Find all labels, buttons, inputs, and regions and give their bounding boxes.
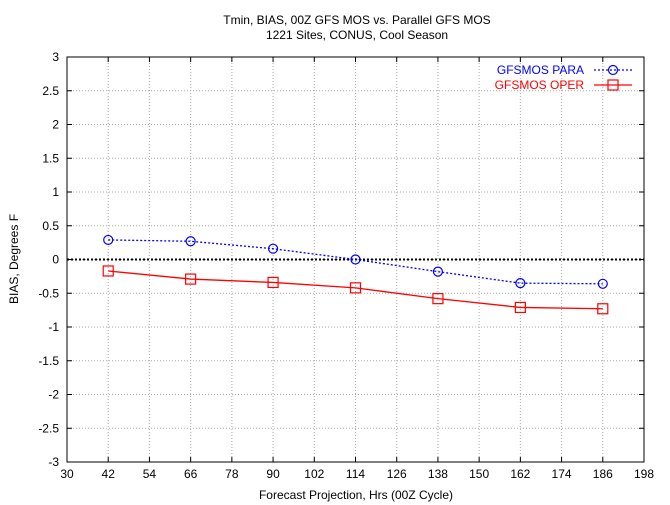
y-tick-label: -1 (48, 320, 59, 334)
series-layer (102, 234, 609, 315)
data-point (103, 234, 114, 246)
chart-title: Tmin, BIAS, 00Z GFS MOS vs. Parallel GFS… (223, 13, 490, 27)
data-point (185, 236, 196, 247)
axis-ticks: 30 42 54 66 78 90 102 114 126 138 150 162 174 186 198-… (38, 50, 654, 481)
x-tick-label: 198 (634, 467, 654, 481)
x-tick-label: 30 (60, 467, 74, 481)
data-point (350, 254, 361, 265)
y-tick-label: -2.5 (38, 421, 59, 435)
x-tick-label: 90 (266, 467, 280, 481)
x-tick-label: 42 (102, 467, 116, 481)
y-axis-label: BIAS, Degrees F (7, 214, 21, 304)
data-point (349, 282, 362, 294)
legend-marker (607, 64, 619, 76)
data-point (432, 266, 444, 277)
y-tick-label: 0.5 (42, 219, 59, 233)
x-tick-label: 78 (225, 467, 239, 481)
y-tick-label: 1 (52, 185, 59, 199)
y-tick-label: -1.5 (38, 354, 59, 368)
y-tick-label: 1.5 (42, 151, 59, 165)
x-tick-label: 174 (552, 467, 572, 481)
y-tick-label: -2 (48, 388, 59, 402)
x-axis-label: Forecast Projection, Hrs (00Z Cycle) (259, 488, 453, 502)
data-point (432, 293, 444, 305)
y-tick-label: 2 (52, 118, 59, 132)
x-tick-label: 66 (184, 467, 198, 481)
x-tick-label: 150 (469, 467, 489, 481)
y-tick-label: -0.5 (38, 286, 59, 300)
chart-subtitle: 1221 Sites, CONUS, Cool Season (266, 28, 448, 42)
series-line (108, 239, 603, 285)
x-tick-label: 126 (387, 467, 407, 481)
data-point (597, 278, 608, 289)
y-tick-label: 2.5 (42, 84, 59, 98)
series-para (103, 234, 608, 289)
series-line (108, 270, 603, 310)
legend-label: GFSMOS PARA (497, 63, 584, 77)
data-point (514, 301, 526, 314)
x-tick-label: 54 (143, 467, 157, 481)
series-oper (102, 265, 609, 315)
data-point (597, 303, 609, 315)
y-tick-label: 0 (52, 253, 59, 267)
y-tick-label: -3 (48, 455, 59, 469)
data-point (267, 243, 279, 254)
legend-marker (607, 79, 619, 91)
legend-label: GFSMOS OPER (495, 78, 585, 92)
y-tick-label: 3 (52, 50, 59, 64)
data-point (267, 276, 279, 289)
x-tick-label: 162 (510, 467, 530, 481)
x-tick-label: 102 (304, 467, 324, 481)
data-point (102, 265, 114, 277)
data-point (185, 273, 197, 285)
x-tick-label: 114 (346, 467, 365, 481)
x-tick-label: 138 (428, 467, 448, 481)
data-point (515, 278, 526, 289)
plot-frame (66, 56, 645, 463)
x-tick-label: 186 (593, 467, 613, 481)
